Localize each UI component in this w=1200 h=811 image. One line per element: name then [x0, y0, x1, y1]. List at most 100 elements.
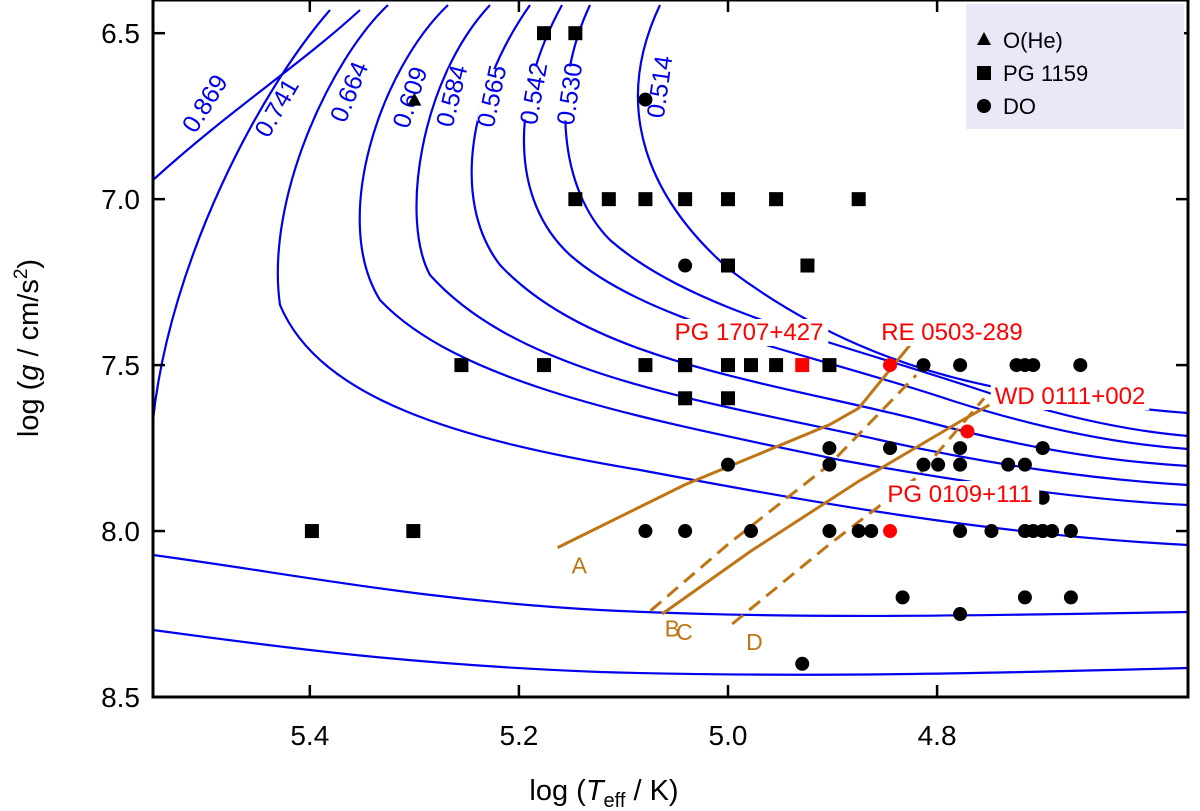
highlight-point	[795, 358, 810, 373]
do-point	[895, 590, 910, 605]
pg1159-point	[822, 358, 837, 373]
star-label: WD 0111+002	[995, 383, 1146, 410]
pg1159-point	[304, 524, 319, 539]
mass-label: 0.514	[642, 54, 678, 120]
do-point	[822, 524, 837, 539]
pg1159-point	[601, 192, 616, 207]
ohe-point	[407, 92, 422, 106]
do-point	[1035, 441, 1050, 456]
do-point	[851, 524, 866, 539]
model-track-label: B	[665, 616, 680, 642]
mass-label: 0.542	[515, 60, 553, 126]
pg1159-point	[537, 26, 551, 41]
do-point	[678, 258, 693, 273]
star-label: PG 0109+111	[887, 481, 1032, 508]
do-point	[795, 656, 810, 671]
mass-label-bg	[519, 65, 551, 123]
mass-label-bg	[182, 75, 230, 134]
do-point	[822, 457, 837, 472]
model-track-B	[649, 374, 918, 612]
pg1159-point	[851, 192, 866, 207]
do-point	[953, 457, 968, 472]
mass-label: 0.565	[472, 63, 512, 130]
legend-items: O(He) PG 1159 DO	[977, 28, 1088, 119]
pg1159-point	[721, 258, 735, 273]
mass-label-bg	[646, 58, 676, 116]
mass-label-bg	[556, 65, 586, 123]
model-track-D	[731, 397, 986, 626]
legend-label: PG 1159	[1003, 61, 1088, 86]
do-point	[953, 358, 968, 373]
y-tick-label: 8.5	[101, 682, 140, 713]
track-bottom-2	[153, 628, 1188, 676]
legend-label: O(He)	[1003, 28, 1063, 53]
x-tick-label: 5.2	[499, 720, 538, 751]
star-label-bg	[872, 319, 1032, 346]
do-point	[744, 524, 758, 539]
pg1159-point	[721, 391, 735, 406]
do-point	[953, 441, 968, 456]
do-point	[953, 524, 968, 539]
do-point	[1001, 457, 1016, 472]
mass-label: 0.664	[325, 58, 374, 127]
mass-label-bg	[254, 79, 301, 138]
track-0.664	[276, 4, 1188, 547]
mass-label: 0.584	[431, 62, 473, 130]
model-track-A	[556, 344, 912, 549]
model-track-label: C	[676, 619, 693, 645]
do-point	[1045, 524, 1060, 539]
do-point	[1026, 358, 1041, 373]
mass-label-bg	[330, 63, 371, 122]
x-tick-label: 5.4	[290, 720, 329, 751]
highlight-point	[883, 524, 898, 539]
do-point	[916, 358, 931, 373]
x-tick-label: 4.8	[918, 720, 957, 751]
mass-label: 0.741	[249, 74, 305, 142]
pg1159-point	[678, 192, 693, 207]
do-point	[883, 441, 898, 456]
pg1159-point	[769, 192, 784, 207]
plot-frame	[151, 0, 1190, 699]
pg1159-point	[678, 358, 693, 373]
y-axis-title: log (g / cm/s2)	[11, 259, 45, 437]
mass-label-bg	[392, 68, 431, 127]
y-tick-label: 7.0	[101, 184, 140, 215]
evolutionary-tracks	[153, 4, 1188, 676]
model-tracks	[556, 344, 991, 626]
legend-marker-triangle	[977, 32, 991, 45]
do-point	[953, 607, 968, 622]
do-point	[1017, 457, 1032, 472]
y-tick-label: 7.5	[101, 350, 140, 381]
do-point	[984, 524, 999, 539]
pg1159-point	[678, 391, 693, 406]
pg1159-point	[638, 358, 653, 373]
x-axis-title: log (Teff / K)	[529, 775, 678, 811]
pg1159-point	[769, 358, 784, 373]
highlight-point	[883, 358, 898, 373]
do-point	[721, 457, 735, 472]
star-label: RE 0503-289	[881, 319, 1022, 346]
do-point	[638, 524, 653, 539]
track-0.530	[564, 4, 1188, 438]
track-bottom-1	[153, 553, 1188, 618]
pg1159-point	[721, 192, 735, 207]
do-point	[678, 524, 693, 539]
do-point	[822, 441, 837, 456]
legend-label: DO	[1003, 94, 1036, 119]
highlight-point	[960, 424, 975, 439]
track-0.741	[153, 9, 331, 421]
mass-label-bg	[436, 67, 471, 126]
y-axis-ticks: 6.5 7.0 7.5 8.0 8.5	[101, 18, 1188, 713]
legend: O(He) PG 1159 DO	[966, 4, 1184, 129]
x-axis-ticks: 5.4 5.2 5.0 4.8	[290, 0, 957, 751]
y-tick-label: 8.0	[101, 516, 140, 547]
mass-label-bg	[476, 67, 510, 126]
legend-box	[966, 4, 1184, 129]
pg1159-point	[800, 258, 815, 273]
mass-label: 0.609	[387, 63, 433, 131]
model-track-C	[661, 403, 991, 616]
legend-marker-circle	[977, 99, 991, 113]
track-0.565	[470, 4, 1188, 468]
legend-marker-square	[977, 66, 991, 80]
